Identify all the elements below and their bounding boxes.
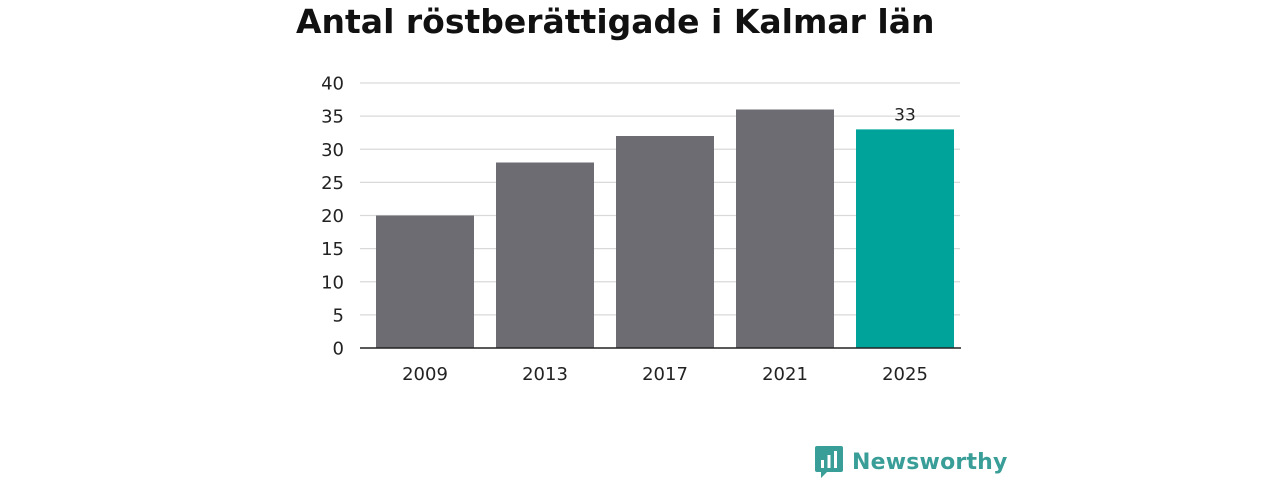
bar-2025	[856, 129, 954, 348]
x-tick-label: 2021	[762, 364, 808, 385]
y-tick-label: 15	[321, 239, 344, 260]
bars	[376, 109, 954, 348]
y-tick-label: 10	[321, 272, 344, 293]
y-axis: 0 5 10 15 20 25 30 35 40	[321, 74, 344, 360]
bar-2013	[496, 162, 594, 348]
brand-logo: Newsworthy	[815, 446, 1008, 478]
bar-2021	[736, 109, 834, 348]
chart-title: Antal röstberättigade i Kalmar län	[296, 2, 935, 41]
y-tick-label: 25	[321, 173, 344, 194]
data-label: 33	[894, 105, 916, 125]
y-tick-label: 0	[333, 339, 344, 360]
y-tick-label: 20	[321, 206, 344, 227]
y-tick-label: 30	[321, 140, 344, 161]
bar-2017	[616, 136, 714, 348]
x-tick-label: 2009	[402, 364, 448, 385]
brand-name: Newsworthy	[852, 449, 1008, 475]
x-tick-label: 2017	[642, 364, 688, 385]
y-tick-label: 5	[333, 305, 344, 326]
x-tick-label: 2025	[882, 364, 928, 385]
y-tick-label: 35	[321, 107, 344, 128]
y-tick-label: 40	[321, 74, 344, 95]
x-tick-label: 2013	[522, 364, 568, 385]
data-labels: 33	[894, 105, 916, 125]
newsworthy-logo-icon	[815, 446, 843, 478]
bar-2009	[376, 215, 474, 348]
x-axis: 2009 2013 2017 2021 2025	[402, 364, 928, 385]
